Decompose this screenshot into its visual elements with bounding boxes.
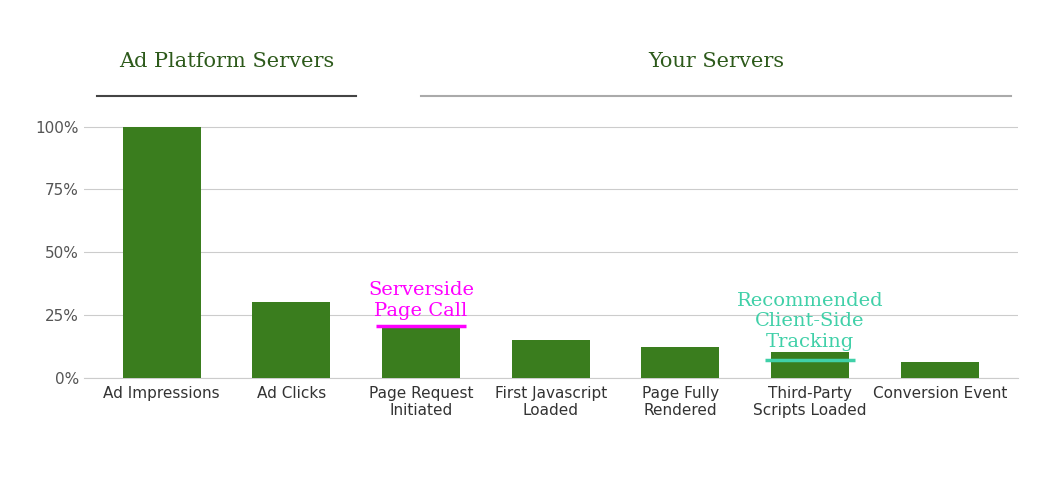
- Bar: [253, 302, 330, 378]
- Text: Ad Platform Servers: Ad Platform Servers: [119, 52, 335, 71]
- Bar: [512, 340, 590, 378]
- Text: Serverside
Page Call: Serverside Page Call: [368, 281, 474, 320]
- Bar: [382, 327, 459, 378]
- Bar: [901, 363, 979, 378]
- Bar: [771, 352, 849, 378]
- Bar: [642, 348, 720, 378]
- Bar: [123, 126, 200, 378]
- Text: Your Servers: Your Servers: [648, 52, 784, 71]
- Text: Recommended
Client-Side
Tracking: Recommended Client-Side Tracking: [736, 291, 883, 351]
